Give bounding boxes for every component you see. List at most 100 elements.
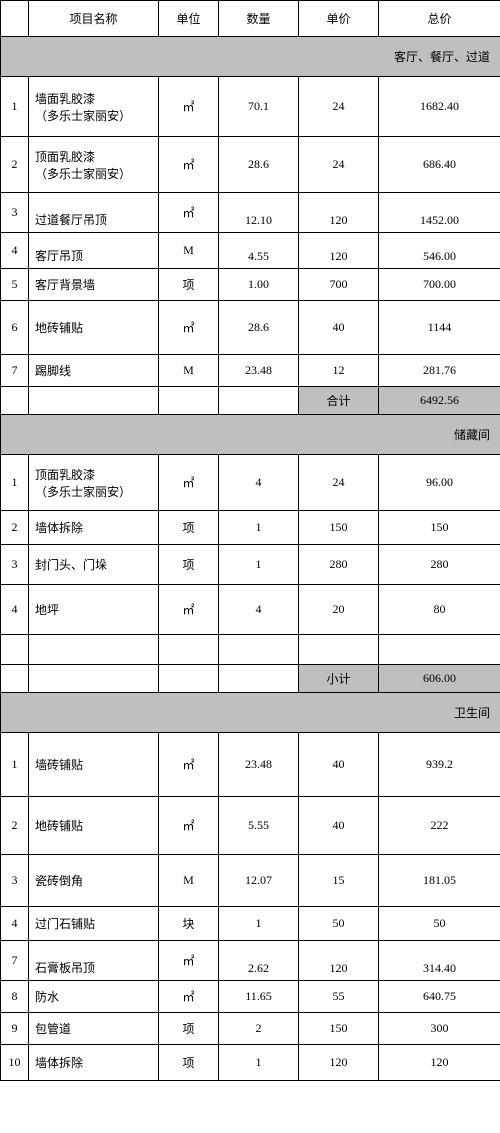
cell-price: 55 <box>299 981 379 1013</box>
cell-qty: 1 <box>219 907 299 941</box>
table-row: 2地砖铺贴㎡5.5540222 <box>1 797 500 855</box>
table-row: 9包管道项2150300 <box>1 1013 500 1045</box>
cell-name: 封门头、门垛 <box>29 545 159 585</box>
header-total: 总价 <box>379 1 500 37</box>
cell-name: 墙体拆除 <box>29 1045 159 1081</box>
cell-idx: 1 <box>1 77 29 137</box>
cell-qty: 70.1 <box>219 77 299 137</box>
cell-idx: 3 <box>1 193 29 233</box>
cell-qty <box>219 635 299 665</box>
blank-cell <box>29 387 159 415</box>
table-row: 8防水㎡11.6555640.75 <box>1 981 500 1013</box>
cell-unit: ㎡ <box>159 455 219 511</box>
cell-price: 12 <box>299 355 379 387</box>
cell-name: 石膏板吊顶 <box>29 941 159 981</box>
cell-name: 瓷砖倒角 <box>29 855 159 907</box>
cell-unit: ㎡ <box>159 585 219 635</box>
cell-price: 120 <box>299 193 379 233</box>
cell-idx: 1 <box>1 733 29 797</box>
cell-qty: 1 <box>219 511 299 545</box>
header-qty: 数量 <box>219 1 299 37</box>
cell-total: 300 <box>379 1013 500 1045</box>
cell-total: 96.00 <box>379 455 500 511</box>
cell-idx: 7 <box>1 355 29 387</box>
cell-total: 700.00 <box>379 269 500 301</box>
cell-qty: 23.48 <box>219 355 299 387</box>
cell-unit: ㎡ <box>159 77 219 137</box>
cell-idx: 9 <box>1 1013 29 1045</box>
cell-idx: 4 <box>1 585 29 635</box>
header-row: 项目名称 单位 数量 单价 总价 <box>1 1 500 37</box>
cell-name: 过道餐厅吊顶 <box>29 193 159 233</box>
cell-total: 1452.00 <box>379 193 500 233</box>
blank-cell <box>159 665 219 693</box>
cell-unit: ㎡ <box>159 301 219 355</box>
cell-price: 24 <box>299 455 379 511</box>
cell-total: 640.75 <box>379 981 500 1013</box>
cell-price <box>299 635 379 665</box>
table-row: 3瓷砖倒角M12.0715181.05 <box>1 855 500 907</box>
table-row: 4过门石铺贴块15050 <box>1 907 500 941</box>
header-name: 项目名称 <box>29 1 159 37</box>
cell-name: 墙体拆除 <box>29 511 159 545</box>
cell-idx: 2 <box>1 137 29 193</box>
blank-cell <box>219 387 299 415</box>
section-header: 卫生间 <box>1 693 500 733</box>
cell-qty: 12.07 <box>219 855 299 907</box>
cell-unit: M <box>159 233 219 269</box>
table-body: 客厅、餐厅、过道1墙面乳胶漆（多乐士家丽安）㎡70.1241682.402顶面乳… <box>1 37 500 1081</box>
cell-idx: 10 <box>1 1045 29 1081</box>
cell-unit <box>159 635 219 665</box>
cell-unit: ㎡ <box>159 193 219 233</box>
cell-idx: 6 <box>1 301 29 355</box>
cell-price: 40 <box>299 733 379 797</box>
cell-price: 120 <box>299 233 379 269</box>
table-row: 2墙体拆除项1150150 <box>1 511 500 545</box>
cell-qty: 2 <box>219 1013 299 1045</box>
cell-name: 顶面乳胶漆（多乐士家丽安） <box>29 455 159 511</box>
cell-total: 686.40 <box>379 137 500 193</box>
cell-name: 顶面乳胶漆（多乐士家丽安） <box>29 137 159 193</box>
blank-cell <box>219 665 299 693</box>
cell-unit: ㎡ <box>159 941 219 981</box>
cell-name: 墙砖铺贴 <box>29 733 159 797</box>
cell-price: 700 <box>299 269 379 301</box>
cell-price: 24 <box>299 77 379 137</box>
cell-unit: ㎡ <box>159 733 219 797</box>
header-idx <box>1 1 29 37</box>
cell-idx: 7 <box>1 941 29 981</box>
blank-cell <box>1 665 29 693</box>
table-row: 4地坪㎡42080 <box>1 585 500 635</box>
cell-total: 222 <box>379 797 500 855</box>
header-unit: 单位 <box>159 1 219 37</box>
cell-qty: 11.65 <box>219 981 299 1013</box>
subtotal-value: 606.00 <box>379 665 500 693</box>
cell-idx: 5 <box>1 269 29 301</box>
cell-idx: 3 <box>1 545 29 585</box>
quotation-table: 项目名称 单位 数量 单价 总价 客厅、餐厅、过道1墙面乳胶漆（多乐士家丽安）㎡… <box>0 0 500 1081</box>
cell-name: 踢脚线 <box>29 355 159 387</box>
cell-idx: 1 <box>1 455 29 511</box>
cell-idx: 8 <box>1 981 29 1013</box>
cell-qty: 12.10 <box>219 193 299 233</box>
cell-idx: 4 <box>1 907 29 941</box>
cell-qty: 1 <box>219 545 299 585</box>
cell-unit: ㎡ <box>159 981 219 1013</box>
cell-idx: 3 <box>1 855 29 907</box>
cell-qty: 4 <box>219 455 299 511</box>
table-row: 1墙砖铺贴㎡23.4840939.2 <box>1 733 500 797</box>
cell-total: 1682.40 <box>379 77 500 137</box>
cell-price: 40 <box>299 301 379 355</box>
cell-total: 120 <box>379 1045 500 1081</box>
cell-price: 280 <box>299 545 379 585</box>
cell-unit: M <box>159 855 219 907</box>
cell-price: 15 <box>299 855 379 907</box>
cell-unit: ㎡ <box>159 797 219 855</box>
cell-name: 防水 <box>29 981 159 1013</box>
cell-price: 120 <box>299 941 379 981</box>
table-row: 10墙体拆除项1120120 <box>1 1045 500 1081</box>
blank-cell <box>159 387 219 415</box>
table-row <box>1 635 500 665</box>
subtotal-label: 小计 <box>299 665 379 693</box>
table-row: 7踢脚线M23.4812281.76 <box>1 355 500 387</box>
